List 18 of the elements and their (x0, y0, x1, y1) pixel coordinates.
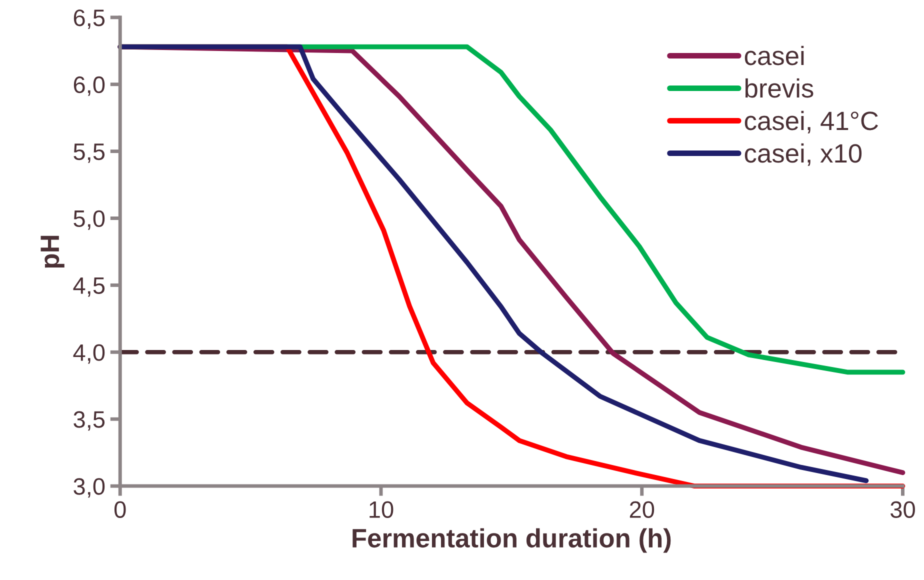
x-tick-label: 10 (370, 501, 394, 518)
y-tick-label: 4,5 (73, 278, 105, 297)
x-tick-label: 0 (114, 501, 126, 518)
y-tick-label: 5,5 (74, 144, 105, 163)
legend-label: casei, 41°C (744, 110, 878, 134)
y-tick-label: 6,0 (74, 76, 105, 96)
y-tick-label: 5,0 (74, 210, 105, 230)
y-tick-label: 3,5 (74, 411, 105, 431)
y-tick-label: 3,0 (74, 478, 105, 498)
y-tick-label: 4,0 (73, 344, 105, 364)
x-tick-label: 20 (630, 501, 654, 518)
legend-label: casei, x10 (744, 143, 862, 166)
legend-label: casei (744, 46, 804, 66)
x-axis-title: Fermentation duration (h) (352, 528, 671, 553)
legend-label: brevis (745, 78, 814, 98)
y-axis-title: pH (40, 236, 64, 268)
y-tick-label: 6,5 (74, 9, 105, 29)
x-tick-label: 30 (890, 501, 915, 518)
